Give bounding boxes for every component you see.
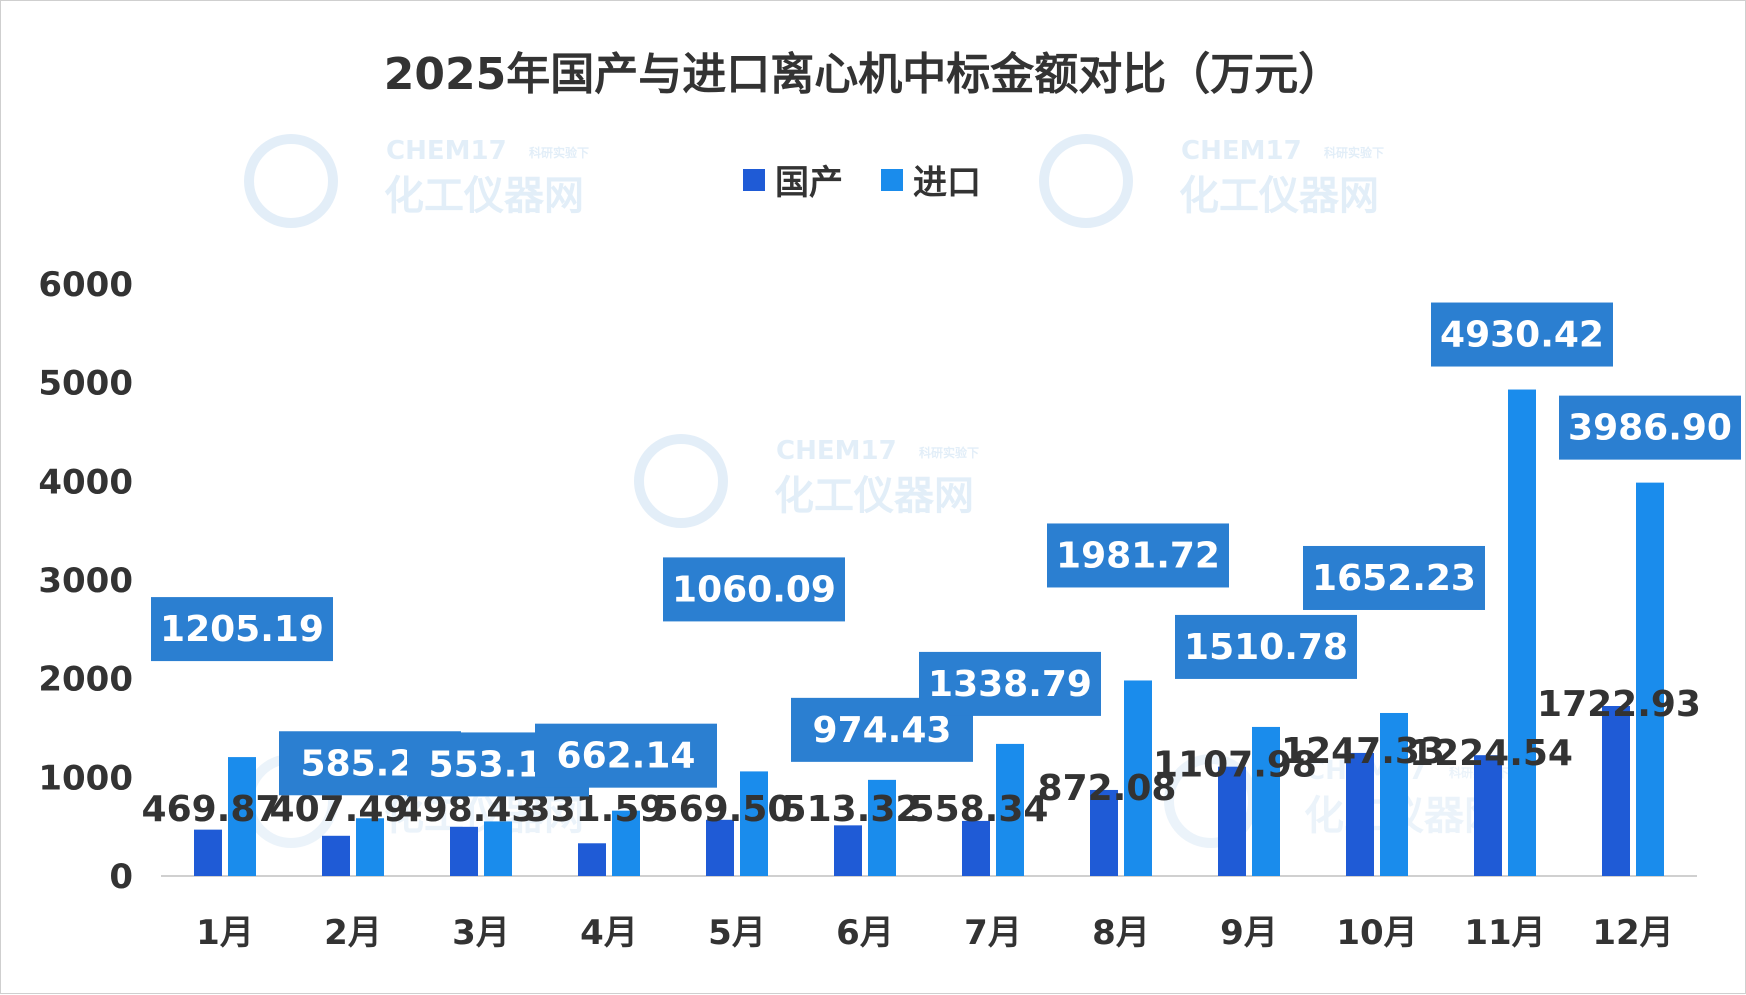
x-tick-label: 7月 <box>964 913 1022 953</box>
bar-import <box>1124 680 1152 876</box>
x-axis: 1月 2月 3月 4月 5月 6月 7月 8月 9月 10月 11月 12月 <box>161 875 1697 953</box>
data-label-domestic: 1224.54 <box>1409 733 1573 774</box>
data-label-import: 1060.09 <box>672 569 836 610</box>
bar-domestic <box>1090 789 1118 876</box>
watermark-logo-icon <box>244 134 338 228</box>
legend-label-2: 进口 <box>913 163 981 203</box>
bar-domestic <box>322 835 350 876</box>
data-label-domestic: 469.87 <box>142 789 281 830</box>
bar-import <box>612 810 640 876</box>
legend: 国产 进口 <box>743 163 981 203</box>
watermark-brand: CHEM17 <box>1181 136 1302 166</box>
watermark-logo-icon <box>1039 134 1133 228</box>
watermark-tagline: 科研实验下 <box>919 445 979 460</box>
legend-swatch-2 <box>881 169 903 191</box>
watermark-brand: CHEM17 <box>386 136 507 166</box>
x-tick-label: 8月 <box>1092 913 1150 953</box>
data-label-box-import <box>1559 395 1741 460</box>
x-tick-label: 12月 <box>1592 913 1673 953</box>
bar-import <box>1252 726 1280 876</box>
bar-import <box>996 743 1024 876</box>
y-axis: 0 1000 2000 3000 4000 5000 6000 <box>38 265 133 897</box>
legend-swatch-1 <box>743 169 765 191</box>
bar-import <box>228 757 256 876</box>
data-label-import: 662.14 <box>557 736 696 777</box>
data-label-import: 974.43 <box>813 710 952 751</box>
data-label-domestic: 407.49 <box>270 789 409 830</box>
data-label-domestic: 1247.33 <box>1281 731 1445 772</box>
y-tick-label: 2000 <box>38 660 133 700</box>
y-tick-label: 4000 <box>38 462 133 502</box>
data-label-domestic: 1107.98 <box>1153 745 1317 786</box>
data-labels: 469.87407.49498.43331.59569.50513.32558.… <box>142 302 1741 830</box>
bar-import <box>740 771 768 876</box>
bar-import <box>484 821 512 876</box>
bar-domestic <box>194 829 222 876</box>
data-label-box-import <box>535 723 717 788</box>
x-tick-label: 4月 <box>580 913 638 953</box>
bar-domestic <box>1346 752 1374 876</box>
data-label-domestic: 1722.93 <box>1537 684 1701 725</box>
bar-domestic <box>706 819 734 876</box>
bar-domestic <box>1602 706 1630 876</box>
bar-domestic <box>834 825 862 876</box>
x-tick-label: 9月 <box>1220 913 1278 953</box>
bar-domestic <box>578 843 606 876</box>
y-tick-label: 5000 <box>38 364 133 404</box>
data-label-box-import <box>919 651 1101 716</box>
bar-import <box>356 818 384 876</box>
data-label-import: 1510.78 <box>1184 627 1348 668</box>
data-label-import: 3986.90 <box>1568 408 1732 449</box>
x-tick-label: 5月 <box>708 913 766 953</box>
bar-import <box>1508 389 1536 876</box>
data-label-box-import <box>151 597 333 662</box>
data-label-domestic: 569.50 <box>654 789 793 830</box>
data-label-box-import <box>1175 614 1357 679</box>
x-tick-label: 1月 <box>196 913 254 953</box>
y-tick-label: 3000 <box>38 561 133 601</box>
x-tick-label: 2月 <box>324 913 382 953</box>
x-tick-label: 11月 <box>1464 913 1545 953</box>
watermark-brand: CHEM17 <box>776 436 897 466</box>
data-label-import: 4930.42 <box>1440 315 1604 356</box>
data-label-box-import <box>1303 545 1485 610</box>
watermark-tagline: 科研实验下 <box>1324 145 1384 160</box>
x-tick-label: 3月 <box>452 913 510 953</box>
x-tick-label: 10月 <box>1336 913 1417 953</box>
data-label-box-import <box>1431 302 1613 367</box>
watermark-name: 化工仪器网 <box>1179 173 1379 219</box>
watermark-tagline: 科研实验下 <box>529 145 589 160</box>
x-tick-label: 6月 <box>836 913 894 953</box>
data-label-import: 1652.23 <box>1312 558 1476 599</box>
data-label-import: 1205.19 <box>160 609 324 650</box>
data-label-import: 1981.72 <box>1056 535 1220 576</box>
legend-label-1: 国产 <box>775 163 843 203</box>
chart-title: 2025年国产与进口离心机中标金额对比（万元） <box>384 49 1342 100</box>
y-tick-label: 0 <box>109 857 133 897</box>
bar-import <box>868 779 896 876</box>
data-label-import: 1338.79 <box>928 664 1092 705</box>
bars <box>194 389 1664 876</box>
bar-import <box>1636 482 1664 876</box>
bar-domestic <box>1218 766 1246 876</box>
watermark-name: 化工仪器网 <box>774 473 974 519</box>
bar-domestic <box>450 826 478 876</box>
data-label-box-import <box>1047 523 1229 588</box>
y-tick-label: 1000 <box>38 758 133 798</box>
data-label-domestic: 872.08 <box>1038 768 1177 809</box>
bar-import <box>1380 712 1408 876</box>
watermark-logo-icon <box>634 434 728 528</box>
data-label-domestic: 558.34 <box>910 789 1049 830</box>
data-label-domestic: 513.32 <box>782 789 921 830</box>
data-label-box-import <box>663 557 845 622</box>
bar-domestic <box>962 820 990 876</box>
bar-domestic <box>1474 755 1502 876</box>
watermark-name: 化工仪器网 <box>384 173 584 219</box>
y-tick-label: 6000 <box>38 265 133 305</box>
